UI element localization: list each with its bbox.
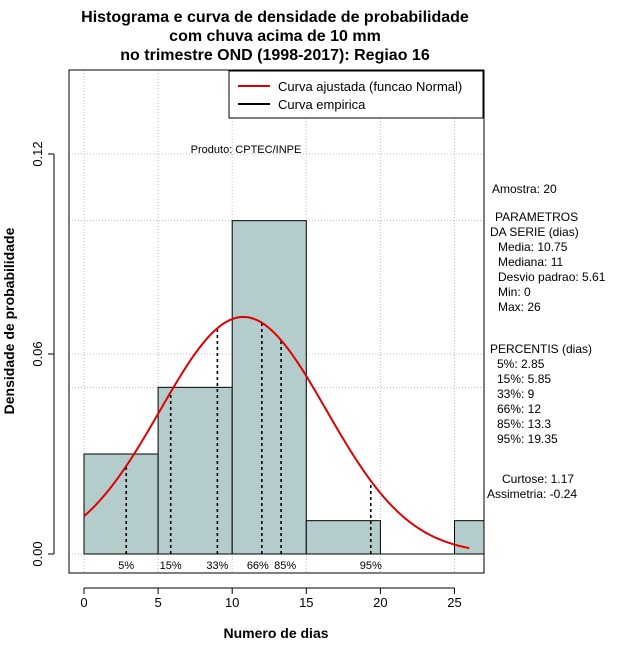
legend: Curva ajustada (funcao Normal) Curva emp… xyxy=(228,70,484,119)
legend-label-normal: Curva ajustada (funcao Normal) xyxy=(278,79,462,94)
histogram-bar-1 xyxy=(157,386,233,555)
stat-max: Max: 26 xyxy=(498,300,541,314)
x-tick-label-20: 20 xyxy=(373,595,387,610)
legend-label-empirical: Curva empirica xyxy=(278,97,366,112)
x-axis-label: Numero de dias xyxy=(223,625,328,641)
percentile-label-2: 33% xyxy=(206,560,228,572)
percentile-label-4: 85% xyxy=(274,560,296,572)
stat-desvio: Desvio padrao: 5.61 xyxy=(498,270,606,284)
percentile-label-3: 66% xyxy=(247,560,269,572)
percentile-label-1: 15% xyxy=(160,560,182,572)
stat-media: Media: 10.75 xyxy=(498,240,568,254)
x-tick-label-25: 25 xyxy=(447,595,461,610)
side-statistics: Amostra: 20 PARAMETROS DA SERIE (dias) M… xyxy=(487,182,606,501)
y-axis: 0.00 0.06 0.12 xyxy=(30,141,55,567)
stat-param-header-1: PARAMETROS xyxy=(495,210,578,224)
normal-fit-curve xyxy=(83,315,470,550)
histogram-bar-3 xyxy=(305,520,381,555)
x-tick-label-0: 0 xyxy=(80,595,87,610)
x-tick-label-10: 10 xyxy=(225,595,239,610)
stat-perc-5: 5%: 2.85 xyxy=(497,357,545,371)
x-tick-label-5: 5 xyxy=(154,595,161,610)
stat-perc-66: 66%: 12 xyxy=(497,402,541,416)
stat-curtose: Curtose: 1.17 xyxy=(502,472,574,486)
stat-perc-15: 15%: 5.85 xyxy=(497,372,551,386)
stat-amostra: Amostra: 20 xyxy=(492,182,557,196)
plot-frame xyxy=(68,69,485,574)
x-axis: 0 5 10 15 20 25 xyxy=(80,587,462,610)
stat-param-header-2: DA SERIE (dias) xyxy=(490,225,579,239)
y-tick-label-1: 0.06 xyxy=(30,341,45,366)
chart-title-line-1: Histograma e curva de densidade de proba… xyxy=(81,9,469,26)
percentile-lines: 5% 15% 33% 66% 85% 95% xyxy=(118,322,382,572)
stat-min: Min: 0 xyxy=(498,285,531,299)
histogram-bar-5 xyxy=(454,520,484,555)
legend-box xyxy=(228,70,484,119)
histogram-bar-0 xyxy=(83,453,159,555)
stat-perc-95: 95%: 19.35 xyxy=(497,432,558,446)
y-axis-label: Densidade de probabilidade xyxy=(1,227,17,414)
chart-title-line-3: no trimestre OND (1998-2017): Regiao 16 xyxy=(120,47,430,64)
percentile-label-0: 5% xyxy=(118,560,134,572)
histogram-bar-2 xyxy=(231,220,307,555)
y-tick-label-2: 0.12 xyxy=(30,141,45,166)
percentile-label-5: 95% xyxy=(360,560,382,572)
normal-curve-layer xyxy=(83,315,470,550)
stat-assimetria: Assimetria: -0.24 xyxy=(487,487,577,501)
stat-perc-33: 33%: 9 xyxy=(497,387,535,401)
y-tick-label-0: 0.00 xyxy=(30,541,45,566)
stat-perc-header: PERCENTIS (dias) xyxy=(490,342,592,356)
chart-title-line-2: com chuva acima de 10 mm xyxy=(169,28,381,45)
stat-perc-85: 85%: 13.3 xyxy=(497,417,551,431)
x-tick-label-15: 15 xyxy=(299,595,313,610)
stat-mediana: Mediana: 11 xyxy=(498,255,563,269)
product-annotation: Produto: CPTEC/INPE xyxy=(191,144,302,156)
